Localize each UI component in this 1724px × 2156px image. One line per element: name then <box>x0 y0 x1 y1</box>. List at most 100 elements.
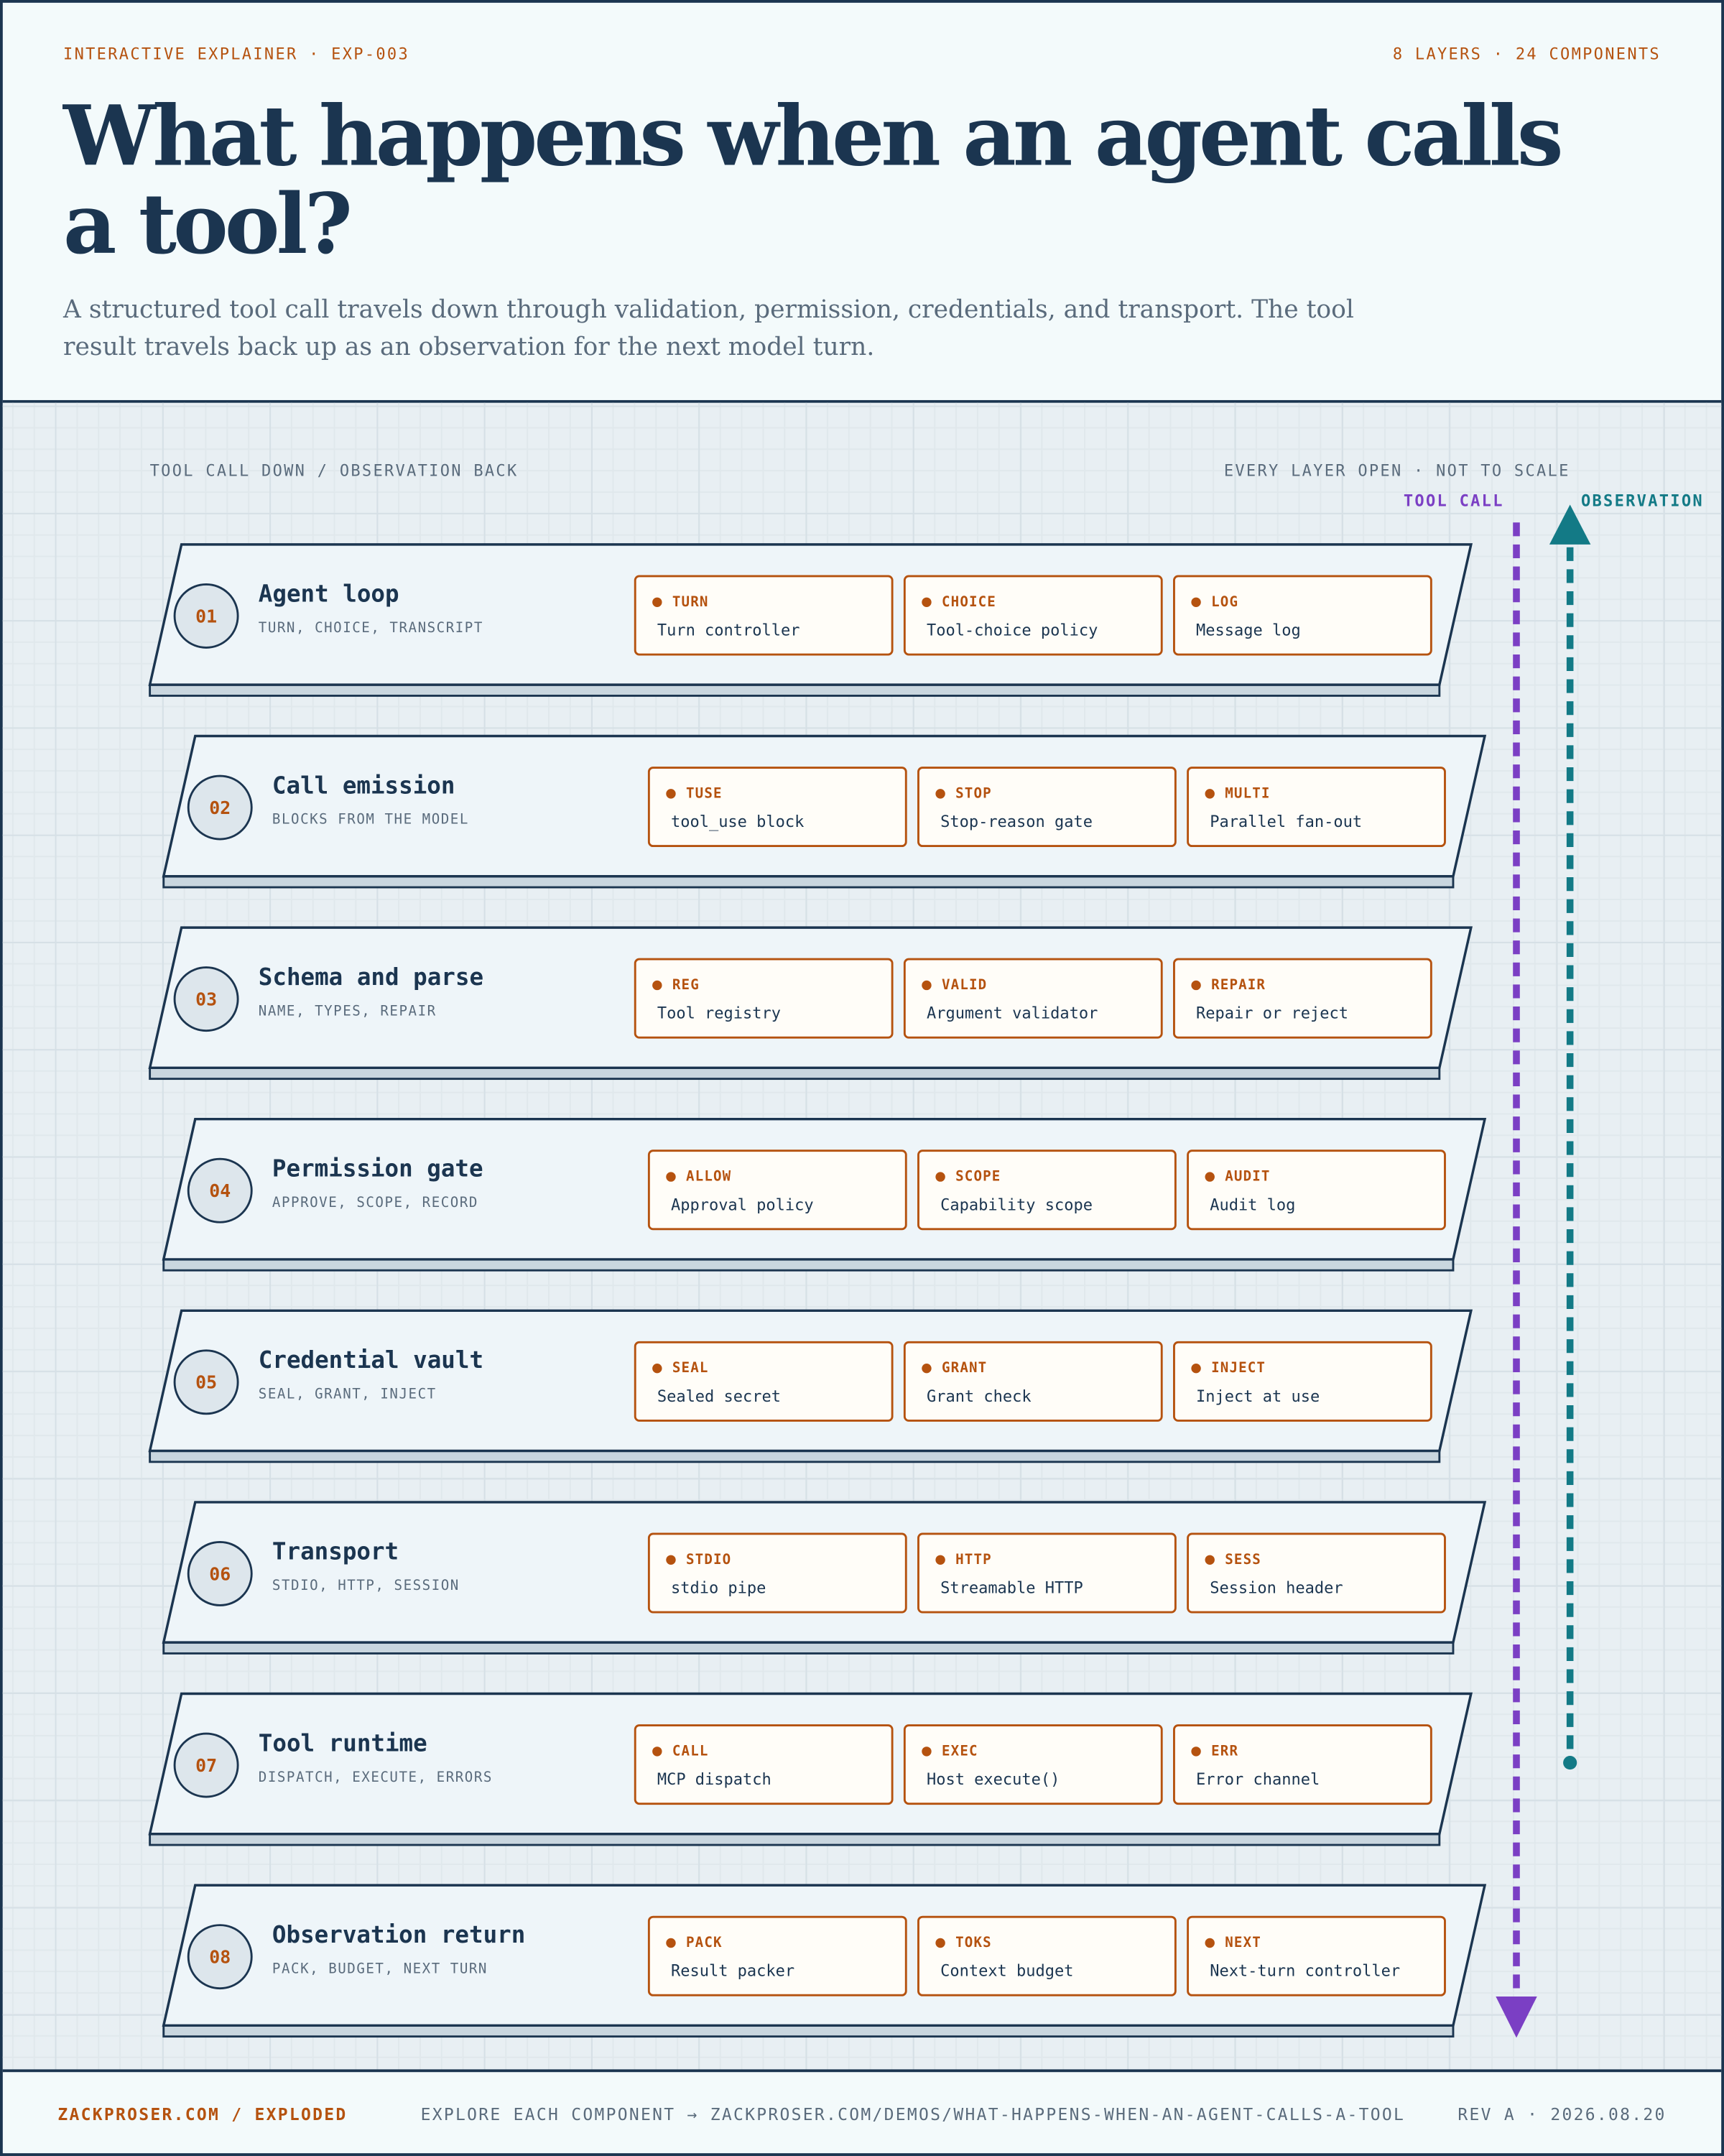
component-label: Message log <box>1196 621 1301 639</box>
diagram: TOOL CALL DOWN / OBSERVATION BACK EVERY … <box>2 402 1722 2070</box>
layer-subtitle: TURN, CHOICE, TRANSCRIPT <box>259 619 483 636</box>
component-dot <box>666 1172 676 1182</box>
component-dot <box>935 789 945 799</box>
component-tag: SCOPE <box>955 1168 1001 1185</box>
layer-base <box>162 1258 1455 1272</box>
component-dot <box>652 597 662 607</box>
observation-label: OBSERVATION <box>1581 493 1704 511</box>
component-tag: GRANT <box>942 1359 987 1376</box>
layer-number: 02 <box>209 797 231 818</box>
layer-badge <box>173 583 239 649</box>
layer-badge <box>173 1349 239 1415</box>
layer: 02 Call emission BLOCKS FROM THE MODEL TUSE… <box>162 734 1487 889</box>
layer-number: 03 <box>195 989 217 1010</box>
component-tag: AUDIT <box>1225 1168 1270 1185</box>
layer-base <box>149 1833 1441 1846</box>
component-dot <box>935 1555 945 1565</box>
footer-left: ZACKPROSER.COM / EXPLODED <box>57 2105 348 2124</box>
component-dot <box>922 1746 932 1757</box>
component-label: Next-turn controller <box>1210 1963 1400 1981</box>
component <box>634 1724 894 1805</box>
component-tag: HTTP <box>955 1551 992 1568</box>
component-label: Audit log <box>1210 1196 1295 1214</box>
component-label: Capability scope <box>940 1196 1093 1214</box>
layer-subtitle: SEAL, GRANT, INJECT <box>259 1386 437 1402</box>
observation-head <box>1549 504 1591 545</box>
component-tag: ALLOW <box>686 1168 731 1185</box>
component-tag: CALL <box>672 1742 709 1759</box>
component-tag: ERR <box>1211 1742 1238 1759</box>
component <box>1187 767 1446 848</box>
component-dot <box>666 789 676 799</box>
component-label: Context budget <box>940 1963 1073 1981</box>
component-dot <box>922 1363 932 1374</box>
layer-name: Observation return <box>272 1921 525 1948</box>
component-tag: TUSE <box>686 785 723 801</box>
component <box>1187 1532 1446 1614</box>
layer-number: 01 <box>195 606 217 626</box>
layer-name: Schema and parse <box>259 963 483 991</box>
footer: ZACKPROSER.COM / EXPLODED EXPLORE EACH C… <box>2 2069 1722 2156</box>
layer-name: Agent loop <box>259 580 399 608</box>
left-label: TOOL CALL DOWN / OBSERVATION BACK <box>150 462 519 480</box>
component <box>647 1149 907 1231</box>
layer-badge <box>173 1732 239 1798</box>
component <box>1173 958 1432 1039</box>
layer-subtitle: NAME, TYPES, REPAIR <box>259 1002 437 1019</box>
component <box>1173 1724 1432 1805</box>
layer-name: Tool runtime <box>259 1729 427 1757</box>
component-label: MCP dispatch <box>657 1771 771 1789</box>
component <box>634 958 894 1039</box>
layer-subtitle: DISPATCH, EXECUTE, ERRORS <box>259 1769 493 1785</box>
layer-subtitle: PACK, BUDGET, NEXT TURN <box>272 1960 488 1976</box>
component-label: Tool-choice policy <box>927 621 1098 639</box>
layer-base <box>162 1641 1455 1655</box>
component-dot <box>1205 1938 1215 1948</box>
component-label: Tool registry <box>657 1005 781 1023</box>
component-label: stdio pipe <box>671 1579 766 1597</box>
layer-badge <box>173 966 239 1032</box>
component-dot <box>652 980 662 991</box>
layer: 03 Schema and parse NAME, TYPES, REPAIR REG… <box>148 926 1473 1081</box>
layer-badge <box>187 774 253 841</box>
component-dot <box>652 1363 662 1374</box>
component-label: Parallel fan-out <box>1210 813 1362 831</box>
component-dot <box>1205 1555 1215 1565</box>
footer-center[interactable]: EXPLORE EACH COMPONENT → ZACKPROSER.COM/… <box>420 2105 1406 2124</box>
component-label: Repair or reject <box>1196 1005 1348 1023</box>
component-tag: EXEC <box>942 1742 978 1759</box>
title: What happens when an agent calls a tool? <box>63 89 1563 274</box>
layer: 01 Agent loop TURN, CHOICE, TRANSCRIPT TURN… <box>148 543 1473 697</box>
component-tag: INJECT <box>1211 1359 1266 1376</box>
component <box>917 1532 1177 1614</box>
layer-number: 06 <box>209 1563 231 1584</box>
component <box>1173 1341 1432 1422</box>
footer-right: REV A · 2026.08.20 <box>1457 2105 1667 2124</box>
component <box>903 1724 1163 1805</box>
component <box>1187 1915 1446 1997</box>
component <box>903 575 1163 656</box>
layer-number: 04 <box>209 1180 231 1201</box>
component-dot <box>922 597 932 607</box>
component <box>634 575 894 656</box>
component-tag: TOKS <box>955 1934 992 1951</box>
layer-subtitle: BLOCKS FROM THE MODEL <box>272 811 469 828</box>
component-label: Inject at use <box>1196 1388 1320 1406</box>
component <box>917 767 1177 848</box>
layer-subtitle: APPROVE, SCOPE, RECORD <box>272 1194 478 1211</box>
layer-name: Call emission <box>272 772 455 799</box>
component-label: Sealed secret <box>657 1388 781 1406</box>
component-dot <box>1205 789 1215 799</box>
layer-number: 07 <box>195 1755 217 1776</box>
layer-name: Permission gate <box>272 1155 483 1183</box>
component-tag: STOP <box>955 785 992 801</box>
component-label: Session header <box>1210 1579 1343 1597</box>
component <box>903 958 1163 1039</box>
component <box>647 767 907 848</box>
layer: 07 Tool runtime DISPATCH, EXECUTE, ERRORS C… <box>148 1692 1473 1846</box>
layer-base <box>162 875 1455 889</box>
component-label: Error channel <box>1196 1771 1320 1789</box>
component <box>647 1915 907 1997</box>
component-tag: MULTI <box>1225 785 1270 801</box>
